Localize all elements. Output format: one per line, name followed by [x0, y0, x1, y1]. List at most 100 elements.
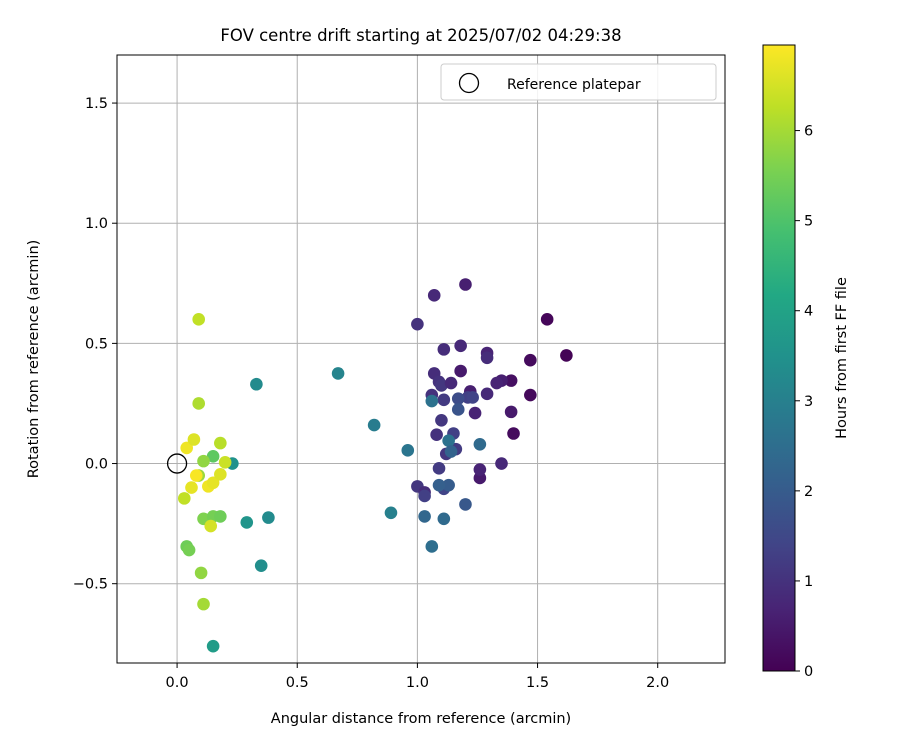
data-point: [459, 498, 472, 511]
data-point: [430, 428, 443, 441]
data-point: [194, 566, 208, 580]
data-point: [435, 413, 448, 427]
data-point: [214, 510, 227, 523]
data-point: [540, 313, 554, 326]
data-point: [451, 392, 465, 405]
colorbar-tick-label: 0: [804, 664, 813, 680]
legend-box: [440, 63, 717, 101]
data-point: [454, 339, 467, 353]
data-point: [437, 512, 451, 526]
data-point: [182, 543, 196, 557]
data-point: [411, 317, 424, 331]
data-point: [240, 516, 254, 529]
data-point: [214, 468, 227, 481]
data-point: [214, 436, 227, 450]
data-point: [331, 367, 345, 380]
data-point: [444, 376, 458, 390]
data-point: [204, 519, 218, 533]
colorbar-tick-label: 3: [804, 394, 813, 410]
data-point: [480, 387, 494, 401]
data-point: [490, 376, 503, 390]
colorbar: [762, 44, 796, 672]
colorbar-ticks: 0 1 2 3 4 5 6: [795, 124, 813, 680]
data-point: [206, 476, 220, 490]
data-point: [451, 403, 465, 416]
colorbar-label: Hours from first FF file: [834, 277, 850, 439]
data-point: [206, 450, 220, 463]
data-point: [427, 289, 441, 302]
data-point: [418, 510, 431, 523]
data-point: [384, 506, 398, 520]
data-point: [367, 418, 381, 432]
data-point: [187, 433, 201, 446]
data-point: [418, 489, 431, 503]
data-points: [177, 278, 573, 653]
data-point: [197, 597, 210, 611]
x-axis-label: Angular distance from reference (arcmin): [271, 711, 571, 727]
colorbar-tick-label: 6: [804, 124, 813, 140]
legend-marker-icon: [458, 72, 480, 94]
data-point: [504, 405, 518, 419]
data-point: [197, 454, 210, 468]
y-tick-label: −0.5: [73, 577, 108, 593]
colorbar-tick-label: 4: [804, 304, 813, 320]
chart-title: FOV centre drift starting at 2025/07/02 …: [220, 26, 621, 45]
data-point: [480, 351, 494, 365]
data-point: [254, 559, 268, 572]
data-point: [401, 444, 415, 457]
data-point: [524, 388, 537, 402]
data-point: [432, 462, 446, 475]
data-point: [180, 441, 193, 455]
x-tick-label: 1.5: [526, 675, 549, 691]
data-point: [444, 445, 458, 458]
data-point: [442, 434, 455, 448]
colorbar-tick-label: 2: [804, 484, 813, 500]
data-point: [425, 540, 439, 553]
y-tick-label: 0.0: [85, 457, 108, 473]
x-tick-label: 2.0: [646, 675, 669, 691]
data-point: [218, 456, 232, 469]
data-point: [466, 391, 479, 404]
plot-frame: [116, 54, 726, 664]
reference-platepar-marker: [166, 453, 188, 474]
y-tick-label: 1.5: [85, 96, 108, 112]
y-tick-label: 0.5: [85, 336, 108, 352]
data-point: [473, 438, 487, 451]
grid-lines: [117, 55, 725, 663]
data-point: [442, 478, 455, 492]
data-point: [250, 377, 263, 391]
data-point: [495, 457, 508, 470]
colorbar-tick-label: 5: [804, 214, 813, 230]
y-tick-label: 1.0: [85, 216, 108, 232]
x-tick-label: 0.0: [166, 675, 189, 691]
data-point: [432, 478, 446, 492]
data-point: [190, 469, 203, 482]
y-axis-label: Rotation from reference (arcmin): [26, 240, 42, 479]
data-point: [425, 394, 439, 408]
data-point: [454, 364, 467, 378]
x-tick-label: 0.5: [286, 675, 309, 691]
data-point: [192, 397, 206, 410]
data-point: [524, 353, 537, 367]
data-point: [192, 313, 206, 326]
data-point: [435, 379, 448, 392]
x-tick-label: 1.0: [406, 675, 429, 691]
data-point: [437, 343, 451, 356]
legend: Reference platepar: [440, 63, 717, 101]
x-axis-ticks: 0.0 0.5 1.0 1.5 2.0: [166, 663, 669, 691]
data-point: [437, 393, 451, 407]
data-point: [468, 406, 482, 420]
data-point: [262, 511, 275, 524]
colorbar-tick-label: 1: [804, 574, 813, 590]
data-point: [504, 374, 518, 387]
data-point: [177, 492, 191, 505]
y-axis-ticks: −0.5 0.0 0.5 1.0 1.5: [73, 96, 117, 593]
data-point: [507, 427, 520, 440]
data-point: [459, 278, 472, 291]
data-point: [560, 349, 573, 362]
data-point: [473, 463, 487, 476]
data-point: [185, 481, 198, 494]
data-point: [206, 639, 220, 653]
legend-label: Reference platepar: [507, 77, 641, 93]
